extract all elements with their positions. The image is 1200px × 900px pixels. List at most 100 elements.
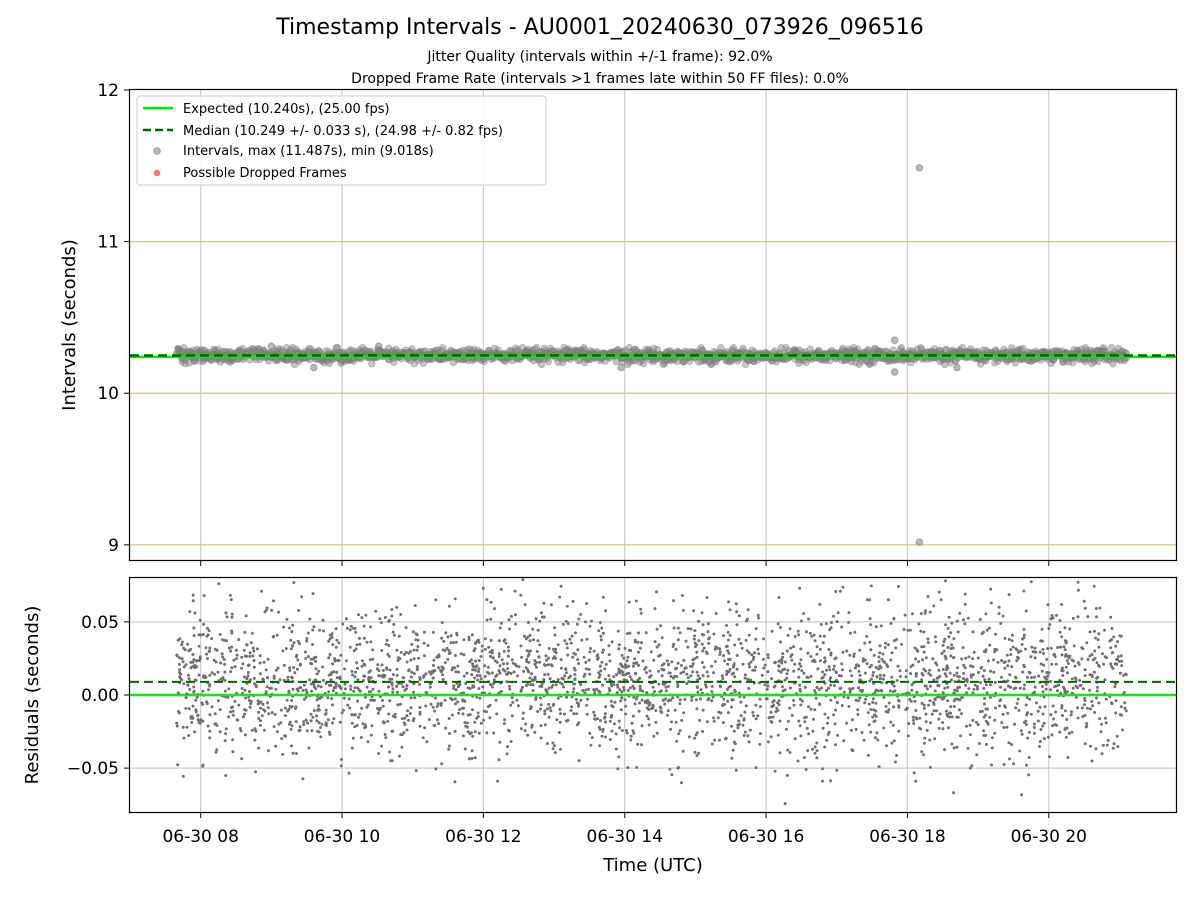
residual-point	[920, 750, 924, 754]
residual-point	[535, 649, 539, 653]
residual-point	[1060, 704, 1064, 708]
residual-point	[519, 689, 523, 693]
residual-point	[390, 683, 394, 687]
residual-point	[1116, 655, 1120, 659]
residual-point	[461, 699, 465, 703]
residual-point	[684, 639, 688, 643]
residual-point	[572, 687, 576, 691]
residual-point	[293, 671, 297, 675]
residual-point	[608, 689, 612, 693]
residual-point	[931, 657, 935, 661]
residual-point	[610, 684, 614, 688]
residual-point	[818, 703, 822, 706]
residual-point	[1028, 697, 1032, 701]
residual-point	[440, 636, 444, 640]
residual-point	[297, 609, 301, 612]
x-tick-label: 06-30 10	[304, 827, 380, 847]
residual-point	[412, 657, 416, 661]
residual-point	[1115, 662, 1118, 666]
residual-point	[329, 683, 333, 687]
residual-point	[952, 637, 956, 641]
residual-point	[590, 619, 593, 623]
residual-point	[388, 677, 392, 681]
residual-point	[463, 747, 467, 751]
residual-point	[733, 688, 737, 692]
residual-point	[398, 702, 402, 706]
residual-point	[838, 687, 842, 690]
residual-point	[1114, 644, 1118, 648]
residual-point	[380, 698, 384, 702]
residual-point	[321, 618, 325, 622]
residual-point	[517, 665, 521, 669]
residual-point	[760, 673, 764, 677]
residual-point	[977, 670, 981, 674]
residual-point	[422, 641, 426, 645]
residual-point	[597, 725, 601, 729]
residual-point	[813, 745, 817, 749]
residual-point	[207, 650, 211, 653]
residual-point	[956, 666, 960, 670]
residual-point	[178, 656, 181, 660]
residual-point	[1013, 722, 1016, 726]
residual-point	[531, 638, 535, 642]
residual-point	[1042, 737, 1046, 741]
residual-point	[797, 633, 801, 637]
residual-point	[802, 671, 806, 675]
residual-point	[1011, 645, 1015, 649]
residual-point	[481, 586, 485, 590]
residual-point	[816, 667, 820, 671]
residual-point	[1032, 722, 1036, 726]
residual-point	[1038, 740, 1042, 743]
residual-point	[210, 671, 214, 675]
residual-point	[377, 689, 381, 693]
residual-point	[1029, 655, 1033, 659]
residual-point	[696, 674, 700, 678]
residual-point	[993, 647, 997, 651]
residual-point	[306, 721, 309, 725]
residual-point	[659, 706, 663, 710]
residual-point	[928, 738, 932, 742]
residual-point	[473, 720, 477, 724]
residual-point	[285, 617, 289, 621]
residual-point	[426, 644, 430, 647]
residual-point	[604, 705, 608, 709]
residual-point	[213, 712, 217, 716]
residual-point	[955, 671, 959, 675]
residual-point	[486, 670, 489, 674]
residual-point	[350, 746, 354, 750]
residual-point	[488, 683, 492, 687]
residual-point	[509, 740, 513, 743]
residual-point	[960, 657, 964, 661]
residual-point	[758, 705, 762, 709]
residual-point	[453, 697, 457, 701]
residual-point	[243, 708, 247, 712]
residual-point	[564, 667, 568, 671]
residual-point	[1113, 685, 1117, 689]
residual-point	[314, 667, 318, 671]
residual-point	[1003, 636, 1007, 640]
residual-point	[196, 714, 200, 718]
residual-point	[847, 611, 851, 615]
residual-point	[620, 729, 624, 732]
residual-point	[582, 655, 586, 659]
residual-point	[424, 704, 428, 708]
residual-point	[377, 752, 381, 755]
residual-point	[687, 735, 691, 739]
residual-point	[182, 682, 186, 686]
residual-point	[284, 706, 287, 710]
residual-point	[882, 674, 886, 677]
residual-point	[391, 690, 395, 694]
residual-point	[706, 674, 710, 678]
residual-point	[659, 710, 663, 713]
residual-point	[935, 709, 938, 713]
residual-point	[718, 653, 722, 656]
residual-point	[701, 623, 705, 627]
residual-point	[291, 644, 295, 648]
residual-point	[922, 630, 926, 634]
residual-point	[380, 663, 384, 667]
residual-point	[962, 672, 966, 675]
residual-point	[500, 658, 504, 662]
residual-point	[444, 631, 448, 635]
residual-point	[478, 674, 482, 678]
